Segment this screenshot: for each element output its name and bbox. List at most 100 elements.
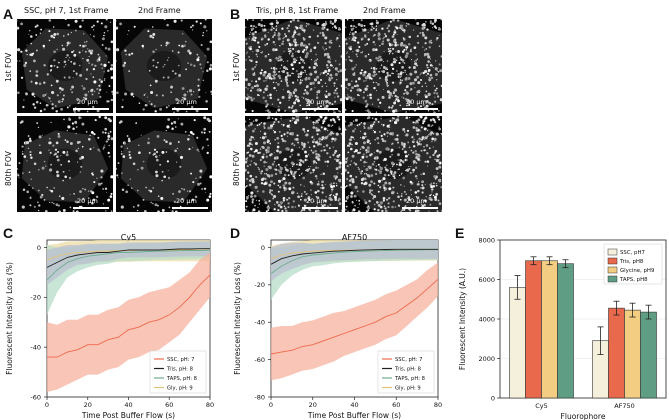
speckle <box>94 64 97 67</box>
speckle <box>92 67 96 71</box>
speckle <box>406 52 409 55</box>
speckle <box>131 187 133 189</box>
speckle <box>428 101 432 105</box>
speckle <box>321 186 325 190</box>
speckle <box>261 39 263 41</box>
speckle <box>310 59 313 61</box>
speckle <box>383 50 385 52</box>
speckle <box>254 149 258 153</box>
y-tick-label: 6000 <box>478 276 495 284</box>
speckle <box>322 172 326 175</box>
speckle <box>429 20 432 23</box>
speckle <box>345 168 347 172</box>
speckle <box>360 19 363 22</box>
speckle <box>292 91 295 93</box>
speckle <box>337 178 341 182</box>
speckle <box>429 198 433 201</box>
speckle <box>245 86 248 89</box>
speckle <box>345 185 347 187</box>
speckle <box>347 151 350 154</box>
speckle <box>75 200 79 204</box>
speckle <box>347 124 350 127</box>
speckle <box>395 118 398 122</box>
speckle <box>61 44 64 47</box>
speckle <box>315 156 319 160</box>
speckle <box>98 116 101 119</box>
speckle <box>268 183 272 187</box>
speckle <box>142 160 145 163</box>
speckle <box>79 190 82 193</box>
speckle <box>354 30 357 34</box>
speckle <box>286 124 290 128</box>
speckle <box>101 43 104 47</box>
speckle <box>382 125 384 127</box>
speckle <box>414 166 418 170</box>
speckle <box>271 189 274 192</box>
speckle <box>260 24 264 28</box>
speckle <box>415 128 418 131</box>
speckle <box>377 190 380 193</box>
speckle <box>330 185 334 189</box>
speckle <box>179 155 184 159</box>
speckle <box>405 133 409 137</box>
speckle <box>427 165 429 167</box>
speckle <box>305 25 307 27</box>
speckle <box>264 54 268 58</box>
speckle <box>335 38 338 41</box>
speckle <box>263 160 266 164</box>
speckle <box>53 186 56 189</box>
speckle <box>245 129 247 131</box>
speckle <box>203 131 206 134</box>
speckle <box>417 181 420 183</box>
speckle <box>315 46 317 48</box>
speckle <box>35 100 39 104</box>
speckle <box>267 116 271 119</box>
speckle <box>356 124 359 127</box>
speckle <box>265 210 268 212</box>
speckle <box>272 36 274 39</box>
speckle <box>198 88 201 91</box>
speckle <box>295 51 297 53</box>
speckle <box>136 189 139 192</box>
speckle <box>126 191 129 193</box>
speckle <box>333 82 336 85</box>
speckle <box>381 42 384 46</box>
speckle <box>285 67 288 70</box>
speckle <box>291 117 294 119</box>
speckle <box>365 87 368 91</box>
speckle <box>49 189 51 192</box>
speckle <box>292 109 296 113</box>
speckle <box>334 89 337 92</box>
speckle <box>203 187 207 190</box>
speckle <box>431 140 433 143</box>
panel-a-col2-title: 2nd Frame <box>138 6 181 15</box>
speckle <box>52 144 55 147</box>
speckle <box>333 91 336 95</box>
speckle <box>58 61 60 64</box>
speckle <box>382 69 386 74</box>
speckle <box>155 174 159 178</box>
speckle <box>72 70 75 73</box>
speckle <box>277 98 280 101</box>
speckle <box>417 81 421 85</box>
speckle <box>258 200 260 202</box>
speckle <box>416 35 419 38</box>
speckle <box>138 151 141 155</box>
speckle <box>165 151 168 153</box>
speckle <box>415 19 417 21</box>
speckle <box>265 173 268 175</box>
x-tick-label: 40 <box>350 401 358 409</box>
speckle <box>318 209 321 212</box>
speckle <box>440 19 442 21</box>
speckle <box>332 66 334 69</box>
speckle <box>291 35 295 38</box>
speckle <box>339 98 342 102</box>
speckle <box>369 124 374 128</box>
speckle <box>303 209 306 211</box>
speckle <box>438 45 441 48</box>
speckle <box>363 165 365 167</box>
speckle <box>126 135 129 137</box>
speckle <box>56 66 59 69</box>
speckle <box>308 146 311 149</box>
speckle <box>441 133 442 136</box>
